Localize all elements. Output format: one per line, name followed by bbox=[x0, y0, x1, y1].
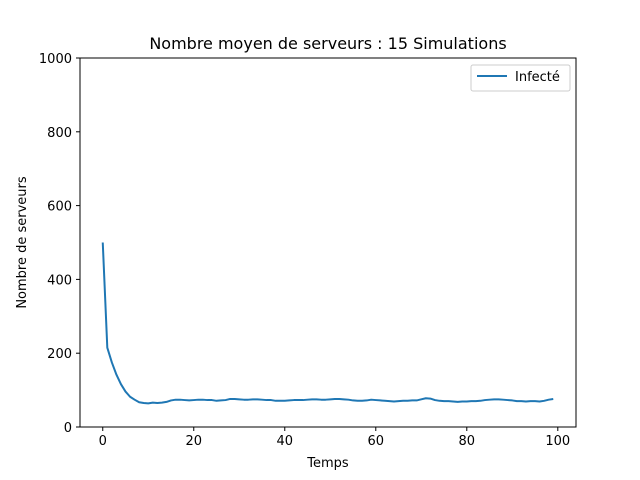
x-tick-label: 0 bbox=[99, 434, 107, 449]
y-tick-label: 600 bbox=[47, 200, 72, 215]
y-tick-label: 0 bbox=[64, 421, 72, 436]
plot-frame bbox=[79, 57, 577, 428]
x-axis-label: Temps bbox=[306, 456, 349, 471]
y-axis-label: Nombre de serveurs bbox=[15, 176, 30, 309]
x-tick-label: 100 bbox=[545, 434, 570, 449]
y-tick-label: 800 bbox=[47, 126, 72, 141]
chart-marks bbox=[101, 242, 554, 405]
x-tick-label: 80 bbox=[459, 434, 476, 449]
legend-label-infecte: Infecté bbox=[515, 70, 560, 85]
x-tick-label: 60 bbox=[368, 434, 385, 449]
x-tick-label: 20 bbox=[185, 434, 202, 449]
y-tick-label: 400 bbox=[47, 273, 72, 288]
legend: Infecté bbox=[470, 64, 571, 92]
y-tick-label: 1000 bbox=[39, 52, 72, 67]
legend-box bbox=[470, 64, 571, 92]
x-tick-label: 40 bbox=[276, 434, 293, 449]
y-tick-label: 200 bbox=[47, 347, 72, 362]
series-line-0 bbox=[101, 242, 554, 405]
chart-title: Nombre moyen de serveurs : 15 Simulation… bbox=[149, 34, 506, 53]
